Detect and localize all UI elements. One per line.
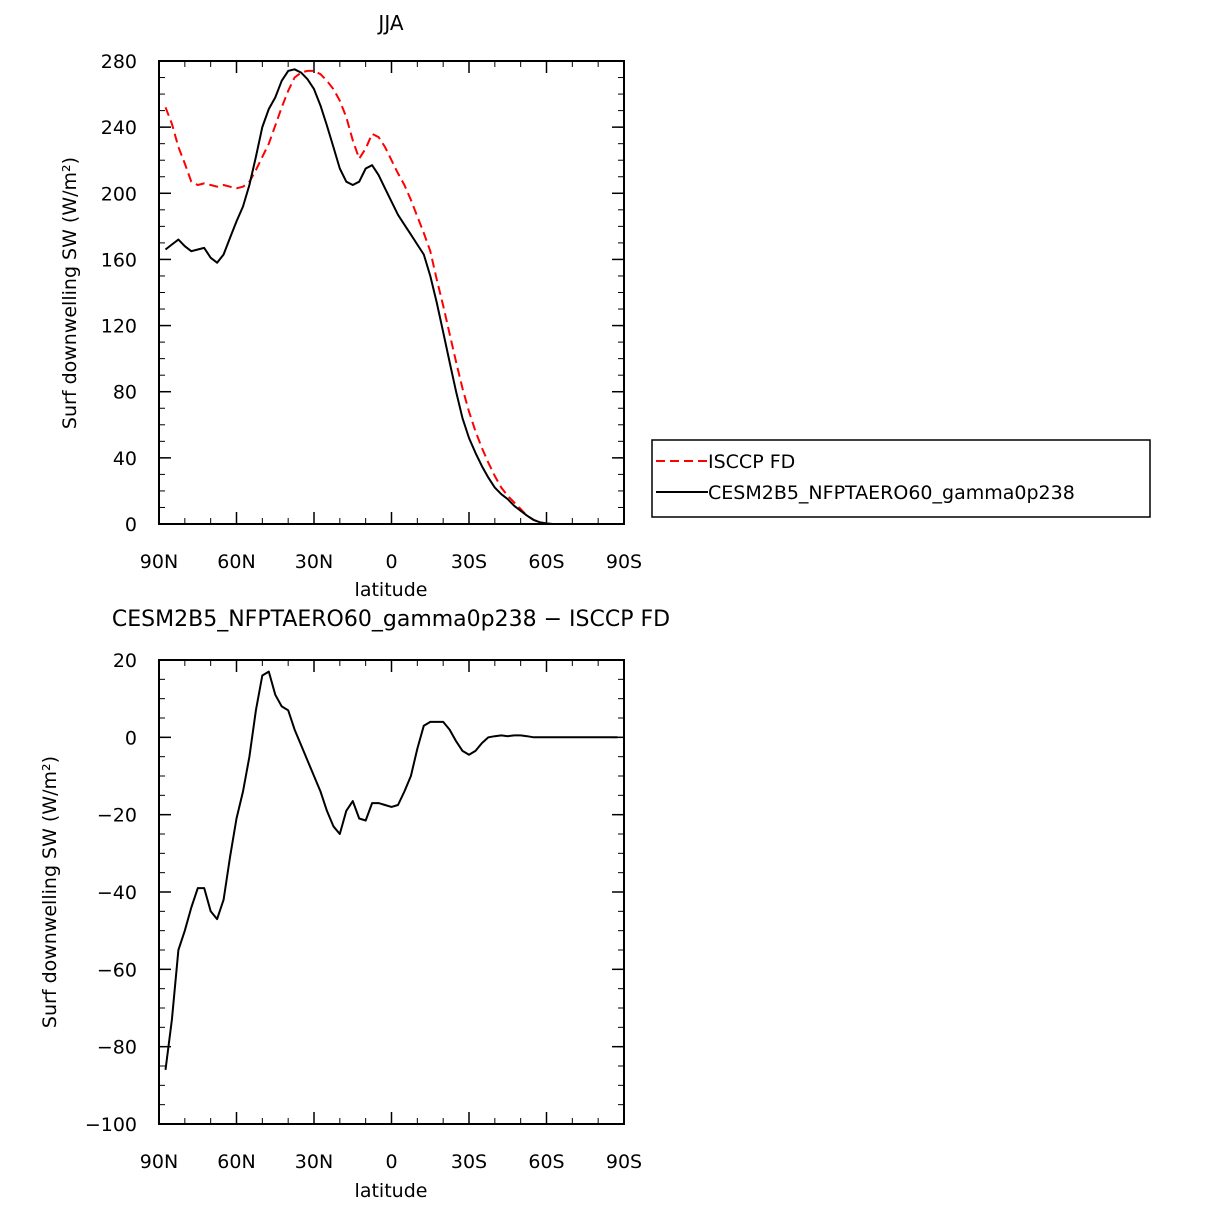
bottom-series-lines [164, 670, 618, 1071]
top-series-lines [164, 68, 618, 525]
bottom-x-tick-label: 90N [140, 1151, 178, 1173]
legend-box [651, 439, 1151, 518]
top-panel: JJA latitude Surf downwelling SW (W/m²) … [59, 11, 642, 601]
top-series-line-1 [164, 68, 618, 525]
top-y-tick-label: 160 [101, 249, 137, 271]
top-y-tick-label: 240 [101, 117, 137, 139]
bottom-y-tick-label: −100 [85, 1114, 137, 1136]
top-axis-ticks: 90N 60N 30N 0 30S 60S 90S 0 40 80 120 160 200 240 280 [101, 51, 642, 573]
bottom-y-tick-label: 20 [113, 650, 137, 672]
top-x-tick-label: 60S [528, 551, 564, 573]
top-x-tick-label: 30N [295, 551, 333, 573]
top-x-tick-label: 0 [385, 551, 397, 573]
top-y-tick-label: 120 [101, 316, 137, 338]
legend-label-isccp: ISCCP FD [708, 451, 795, 473]
bottom-y-tick-label: −60 [97, 959, 137, 981]
top-y-tick-label: 80 [113, 382, 137, 404]
top-x-tick-label: 30S [451, 551, 487, 573]
top-x-tick-label: 90S [606, 551, 642, 573]
bottom-axis-ticks: 90N 60N 30N 0 30S 60S 90S −100 −80 −60 −40 −20 0 20 [85, 650, 642, 1173]
bottom-x-tick-label: 90S [606, 1151, 642, 1173]
bottom-x-tick-label: 0 [385, 1151, 397, 1173]
bottom-x-axis-label: latitude [355, 1180, 428, 1202]
top-y-axis-label: Surf downwelling SW (W/m²) [59, 157, 81, 429]
bottom-panel: CESM2B5_NFPTAERO60_gamma0p238 − ISCCP FD… [39, 607, 670, 1202]
top-y-tick-label: 40 [113, 448, 137, 470]
bottom-y-axis-label: Surf downwelling SW (W/m²) [39, 756, 61, 1028]
top-chart-title: JJA [376, 11, 403, 35]
top-x-axis-label: latitude [355, 579, 428, 601]
bottom-y-tick-label: −40 [97, 882, 137, 904]
bottom-x-tick-label: 30S [451, 1151, 487, 1173]
legend-label-cesm: CESM2B5_NFPTAERO60_gamma0p238 [708, 482, 1075, 504]
bottom-y-tick-label: 0 [125, 727, 137, 749]
top-plot-frame [158, 60, 625, 525]
bottom-series-line-0 [164, 670, 618, 1071]
bottom-x-tick-label: 60S [528, 1151, 564, 1173]
bottom-x-tick-label: 30N [295, 1151, 333, 1173]
top-y-tick-label: 280 [101, 51, 137, 73]
top-legend: ISCCP FD CESM2B5_NFPTAERO60_gamma0p238 [651, 439, 1151, 518]
top-y-tick-label: 200 [101, 183, 137, 205]
top-y-tick-label: 0 [125, 514, 137, 536]
bottom-y-tick-label: −80 [97, 1037, 137, 1059]
bottom-plot-frame [158, 659, 625, 1125]
bottom-x-tick-label: 60N [217, 1151, 255, 1173]
bottom-y-tick-label: −20 [97, 805, 137, 827]
bottom-chart-title: CESM2B5_NFPTAERO60_gamma0p238 − ISCCP FD [112, 607, 670, 632]
top-x-tick-label: 60N [217, 551, 255, 573]
top-x-tick-label: 90N [140, 551, 178, 573]
